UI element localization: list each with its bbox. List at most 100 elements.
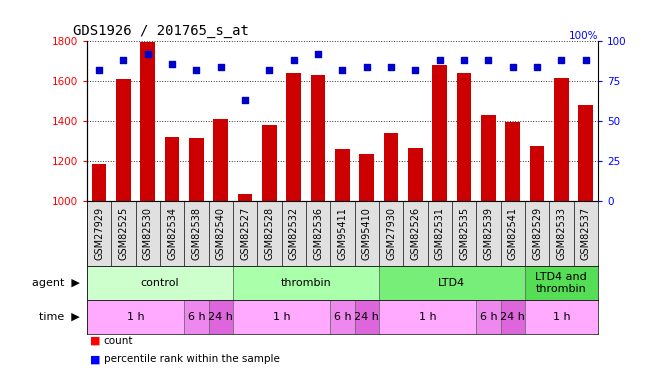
Bar [335,149,349,201]
Point [483,57,494,63]
Bar [306,201,330,266]
Text: LTD4 and
thrombin: LTD4 and thrombin [536,272,587,294]
Text: 100%: 100% [568,31,598,41]
Bar [403,201,428,266]
Bar [379,201,403,266]
Bar [549,201,574,266]
Text: GDS1926 / 201765_s_at: GDS1926 / 201765_s_at [73,24,249,38]
Bar [432,65,447,201]
Bar [428,201,452,266]
Bar [160,201,184,266]
Bar [330,300,355,334]
Point [410,67,421,73]
Text: GSM82536: GSM82536 [313,207,323,260]
Bar [525,201,549,266]
Bar [87,266,233,300]
Bar [457,73,472,201]
Bar [476,201,500,266]
Bar [87,201,111,266]
Point [240,97,250,103]
Text: 1 h: 1 h [419,312,436,322]
Point [361,64,372,70]
Bar [379,266,525,300]
Point [313,51,323,57]
Text: 24 h: 24 h [500,312,525,322]
Bar [355,201,379,266]
Text: control: control [140,278,179,288]
Point [532,64,542,70]
Text: count: count [104,336,133,346]
Point [264,67,275,73]
Point [118,57,129,63]
Text: GSM95410: GSM95410 [361,207,371,260]
Bar [116,79,131,201]
Bar [257,201,281,266]
Bar [500,201,525,266]
Text: GSM82529: GSM82529 [532,207,542,260]
Text: GSM82527: GSM82527 [240,206,250,260]
Bar [233,300,330,334]
Text: GSM82533: GSM82533 [556,207,566,260]
Text: 1 h: 1 h [552,312,570,322]
Bar [554,78,568,201]
Bar [525,300,598,334]
Bar [476,300,500,334]
Text: GSM82528: GSM82528 [265,207,275,260]
Point [556,57,566,63]
Bar [233,266,379,300]
Point [94,67,104,73]
Text: GSM27929: GSM27929 [94,207,104,260]
Text: ■: ■ [90,336,101,346]
Bar [506,122,520,201]
Point [385,64,396,70]
Point [167,60,178,66]
Point [459,57,470,63]
Bar [184,201,208,266]
Bar [379,300,476,334]
Point [191,67,202,73]
Text: 6 h: 6 h [333,312,351,322]
Text: 24 h: 24 h [208,312,233,322]
Text: thrombin: thrombin [281,278,331,288]
Text: ■: ■ [90,354,101,364]
Text: GSM82531: GSM82531 [435,207,445,260]
Bar [208,300,233,334]
Bar [500,300,525,334]
Point [580,57,591,63]
Bar [330,201,355,266]
Bar [311,75,325,201]
Bar [355,300,379,334]
Bar [262,125,277,201]
Bar [238,194,253,201]
Bar [452,201,476,266]
Bar [140,42,155,201]
Text: 24 h: 24 h [354,312,379,322]
Text: percentile rank within the sample: percentile rank within the sample [104,354,279,364]
Text: 1 h: 1 h [273,312,291,322]
Text: GSM82525: GSM82525 [118,206,128,260]
Point [508,64,518,70]
Text: 6 h: 6 h [480,312,497,322]
Bar [281,201,306,266]
Point [434,57,445,63]
Bar [92,164,106,201]
Text: GSM95411: GSM95411 [337,207,347,260]
Bar [481,115,496,201]
Text: GSM82535: GSM82535 [459,207,469,260]
Bar [87,300,184,334]
Text: GSM82532: GSM82532 [289,207,299,260]
Text: GSM82540: GSM82540 [216,207,226,260]
Text: time  ▶: time ▶ [39,312,80,322]
Bar [184,300,208,334]
Text: GSM82530: GSM82530 [143,207,153,260]
Bar [383,133,398,201]
Point [337,67,348,73]
Text: GSM82541: GSM82541 [508,207,518,260]
Text: GSM82538: GSM82538 [191,207,201,260]
Bar [165,137,179,201]
Bar [136,201,160,266]
Bar [525,266,598,300]
Point [215,64,226,70]
Bar [111,201,136,266]
Bar [208,201,233,266]
